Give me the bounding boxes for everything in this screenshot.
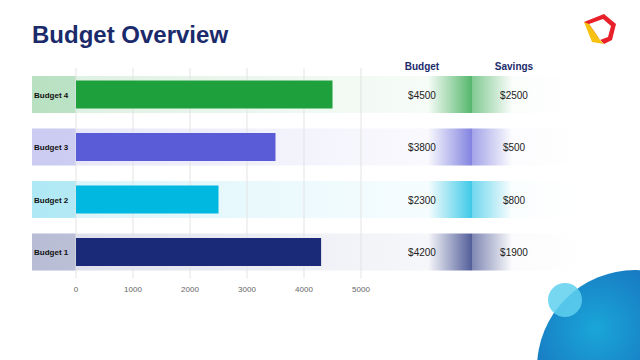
- category-label: Budget 2: [34, 196, 69, 205]
- category-label: Budget 3: [34, 143, 69, 152]
- table-cell: $1900: [500, 247, 528, 258]
- table-cell: $500: [503, 142, 526, 153]
- table-cell: $800: [503, 195, 526, 206]
- label-cell: [32, 129, 76, 166]
- category-label: Budget 4: [34, 91, 69, 100]
- table-cell: $4500: [408, 90, 436, 101]
- tick-label: 2000: [181, 285, 199, 294]
- grid-line: [361, 68, 362, 279]
- slide: Budget Overview 0 1000 2000 3000 4000 5000 Budg…: [0, 0, 640, 360]
- table-cell: $4200: [408, 247, 436, 258]
- label-cell: [32, 181, 76, 218]
- logo: [584, 14, 616, 44]
- column-header: Budget: [405, 61, 440, 72]
- label-cell: [32, 76, 76, 113]
- table-cell: $2500: [500, 90, 528, 101]
- label-cell: [32, 234, 76, 271]
- title: Budget Overview: [32, 21, 228, 48]
- bar: [76, 186, 219, 214]
- category-label: Budget 1: [34, 248, 69, 257]
- decor-circle: [537, 270, 640, 360]
- table-cell: $2300: [408, 195, 436, 206]
- table-cell: $3800: [408, 142, 436, 153]
- row-band: [32, 76, 587, 113]
- tick-label: 3000: [238, 285, 256, 294]
- bar: [76, 133, 276, 161]
- tick-label: 1000: [124, 285, 142, 294]
- column-header: Savings: [495, 61, 534, 72]
- row-band: [32, 129, 587, 166]
- row-band: [32, 181, 587, 218]
- row-band: [32, 234, 587, 271]
- chart: Budget Overview 0 1000 2000 3000 4000 5000 Budg…: [0, 0, 640, 360]
- bars: [76, 81, 333, 267]
- bar: [76, 238, 321, 266]
- logo: [584, 22, 604, 44]
- decor-circle: [548, 283, 582, 317]
- tick-label: 5000: [352, 285, 370, 294]
- bar: [76, 81, 333, 109]
- tick-label: 0: [74, 285, 79, 294]
- tick-label: 4000: [295, 285, 313, 294]
